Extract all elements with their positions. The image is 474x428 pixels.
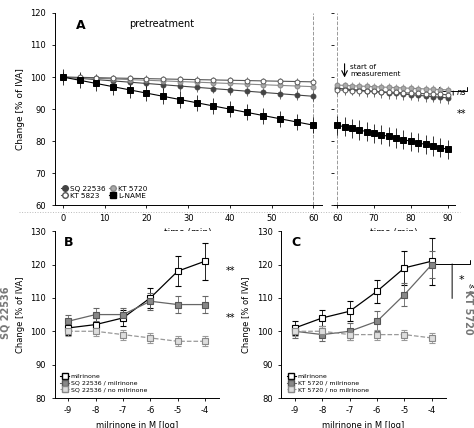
Legend: SQ 22536, KT 5823, KT 5720, L-NAME: SQ 22536, KT 5823, KT 5720, L-NAME bbox=[58, 183, 151, 202]
X-axis label: milrinone in M [log]: milrinone in M [log] bbox=[322, 421, 404, 428]
Y-axis label: Change [% of IVA]: Change [% of IVA] bbox=[16, 276, 25, 353]
Text: SQ 22536: SQ 22536 bbox=[0, 286, 11, 339]
Text: **: ** bbox=[226, 313, 235, 323]
Legend: milrinone, SQ 22536 / milrinone, SQ 22536 / no milrinone: milrinone, SQ 22536 / milrinone, SQ 2253… bbox=[58, 371, 150, 395]
Text: **: ** bbox=[457, 109, 466, 119]
X-axis label: time (min): time (min) bbox=[164, 228, 212, 238]
Legend: milrinone, KT 5720 / milrinone, KT 5720 / no milrinone: milrinone, KT 5720 / milrinone, KT 5720 … bbox=[284, 371, 371, 395]
Text: start of
measurement: start of measurement bbox=[350, 64, 401, 77]
Y-axis label: Change [% of IVA]: Change [% of IVA] bbox=[16, 68, 25, 150]
Text: KT 5720: KT 5720 bbox=[463, 290, 474, 335]
Text: B: B bbox=[64, 236, 74, 249]
Text: *: * bbox=[459, 274, 465, 285]
X-axis label: time (min): time (min) bbox=[371, 228, 418, 238]
Text: C: C bbox=[291, 236, 300, 249]
Text: **: ** bbox=[226, 266, 235, 276]
Text: ns: ns bbox=[457, 88, 466, 97]
Text: A: A bbox=[76, 19, 85, 32]
Text: (whole
curve): (whole curve) bbox=[469, 284, 474, 295]
Text: pretreatment: pretreatment bbox=[129, 19, 194, 29]
X-axis label: milrinone in M [log]: milrinone in M [log] bbox=[96, 421, 178, 428]
Y-axis label: Change [% of IVA]: Change [% of IVA] bbox=[243, 276, 252, 353]
